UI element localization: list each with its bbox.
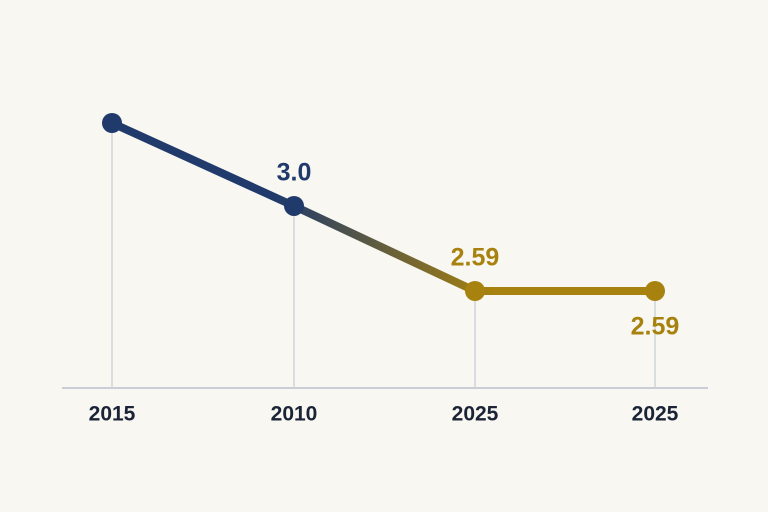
value-label: 2.59 xyxy=(451,244,500,272)
value-label: 3.0 xyxy=(277,159,312,187)
point xyxy=(284,195,304,216)
point xyxy=(465,281,485,301)
point xyxy=(645,281,665,301)
point xyxy=(102,113,122,133)
x-tick-label: 2025 xyxy=(452,403,499,426)
line xyxy=(108,119,659,295)
x-tick-label: 2015 xyxy=(89,403,136,426)
x-tick-label: 2010 xyxy=(271,403,318,426)
value-label: 2.59 xyxy=(631,313,680,341)
x-tick-label: 2025 xyxy=(632,403,679,426)
